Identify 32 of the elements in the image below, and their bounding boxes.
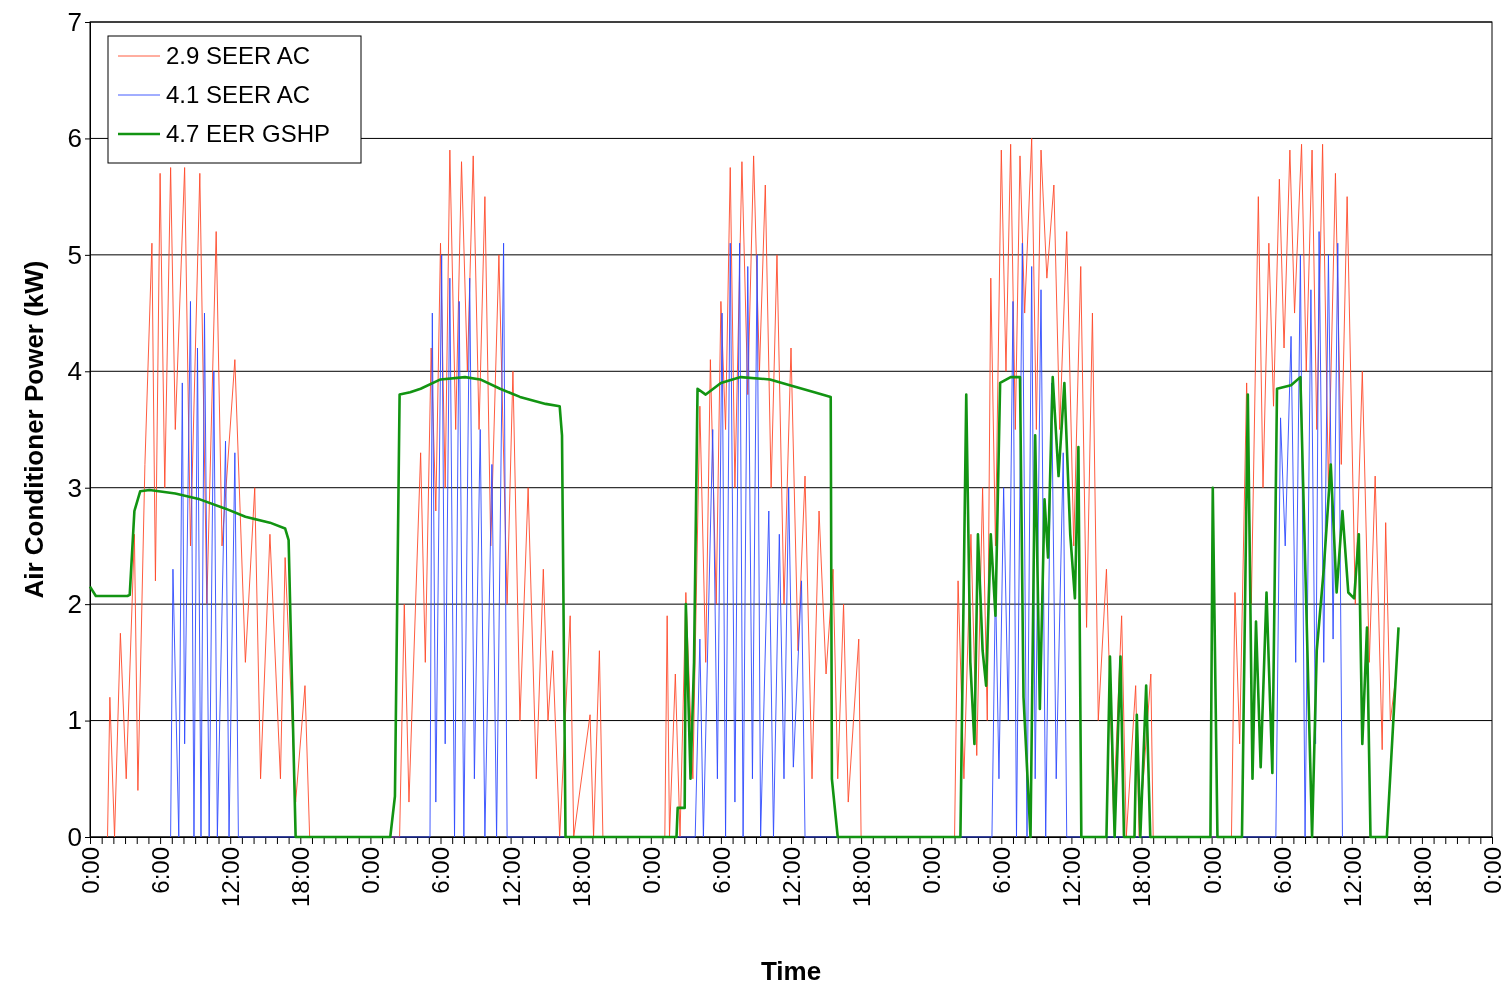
- x-tick-label: 18:00: [567, 847, 595, 908]
- x-tick-label: 12:00: [497, 847, 525, 908]
- x-tick-label: 6:00: [427, 847, 455, 894]
- legend-label: 4.1 SEER AC: [166, 81, 311, 109]
- x-tick-label: 0:00: [1478, 847, 1506, 894]
- x-tick-label: 18:00: [1128, 847, 1156, 908]
- x-tick-label: 18:00: [287, 847, 315, 908]
- x-tick-label: 12:00: [217, 847, 245, 908]
- x-tick-label: 12:00: [777, 847, 805, 908]
- legend-label: 2.9 SEER AC: [166, 42, 311, 70]
- y-axis-title: Air Conditioner Power (kW): [19, 260, 49, 599]
- y-tick-label: 7: [67, 6, 82, 37]
- x-tick-label: 0:00: [918, 847, 946, 894]
- y-tick-label: 3: [67, 472, 82, 503]
- x-axis-title: Time: [760, 956, 822, 984]
- x-tick-label: 0:00: [357, 847, 385, 894]
- x-tick-label: 0:00: [637, 847, 665, 894]
- x-tick-label: 12:00: [1058, 847, 1086, 908]
- x-tick-label: 0:00: [1198, 847, 1226, 894]
- y-tick-label: 2: [67, 588, 82, 619]
- y-tick-label: 5: [67, 239, 82, 270]
- x-tick-label: 18:00: [848, 847, 875, 908]
- x-tick-label: 6:00: [988, 847, 1016, 894]
- legend-label: 4.7 EER GSHP: [166, 120, 331, 148]
- y-tick-label: 4: [67, 356, 82, 387]
- x-tick-label: 6:00: [1268, 847, 1296, 894]
- y-tick-label: 6: [67, 123, 82, 154]
- x-tick-label: 12:00: [1338, 847, 1366, 908]
- x-tick-label: 18:00: [1408, 847, 1436, 908]
- x-tick-label: 6:00: [147, 847, 174, 894]
- y-tick-label: 1: [67, 705, 82, 736]
- x-tick-label: 6:00: [707, 847, 735, 894]
